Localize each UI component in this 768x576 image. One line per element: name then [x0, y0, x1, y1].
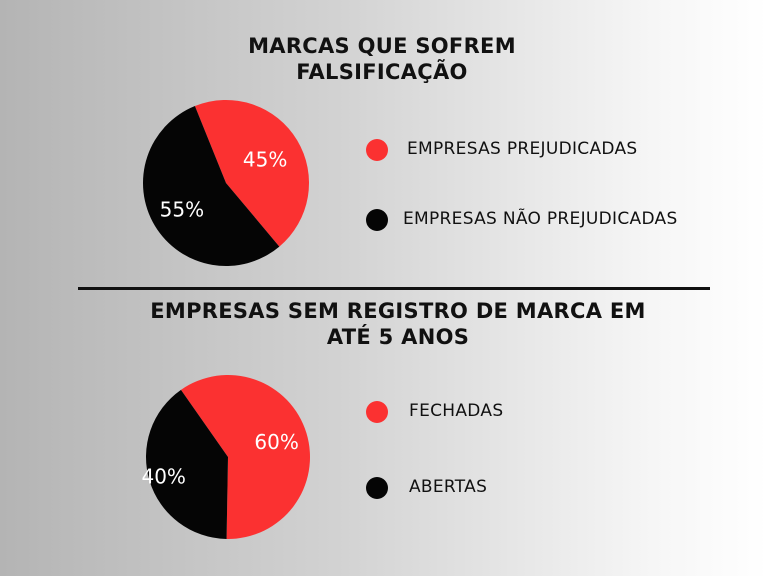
pie-chart-2: 60% 40%: [141, 375, 310, 539]
legend-2-label-1: ABERTAS: [409, 477, 488, 497]
chart-2-title: EMPRESAS SEM REGISTRO DE MARCA EM ATÉ 5 …: [14, 298, 768, 350]
chart-1-title: MARCAS QUE SOFREM FALSIFICAÇÃO: [0, 33, 766, 85]
chart-2-title-line-1: EMPRESAS SEM REGISTRO DE MARCA EM: [150, 299, 646, 323]
legend-2-label-0: FECHADAS: [409, 401, 504, 421]
section-divider: [78, 287, 710, 290]
pie-1-slice-1: [142, 106, 280, 267]
pie-chart-1: 45% 55%: [142, 100, 309, 267]
pie-1-slice-0: [194, 100, 309, 247]
legend-2-swatch-0: [366, 401, 388, 423]
chart-1-title-line-2: FALSIFICAÇÃO: [296, 60, 468, 84]
legend-1-swatch-0: [366, 139, 388, 161]
chart-1-title-line-1: MARCAS QUE SOFREM: [248, 34, 516, 58]
legend-2-swatch-1: [366, 477, 388, 499]
legend-1-label-1: EMPRESAS NÃO PREJUDICADAS: [403, 209, 678, 229]
chart-2-title-line-2: ATÉ 5 ANOS: [326, 325, 470, 349]
legend-1-label-0: EMPRESAS PREJUDICADAS: [407, 139, 638, 159]
pie-1-value-label-1: 55%: [160, 198, 204, 222]
pie-2-value-label-1: 40%: [141, 465, 185, 489]
pie-1-value-label-0: 45%: [243, 147, 287, 171]
pie-2-value-label-0: 60%: [254, 430, 298, 454]
legend-1-swatch-1: [366, 209, 388, 231]
pie-2-slice-0: [180, 375, 310, 539]
pie-2-slice-1: [146, 389, 228, 539]
